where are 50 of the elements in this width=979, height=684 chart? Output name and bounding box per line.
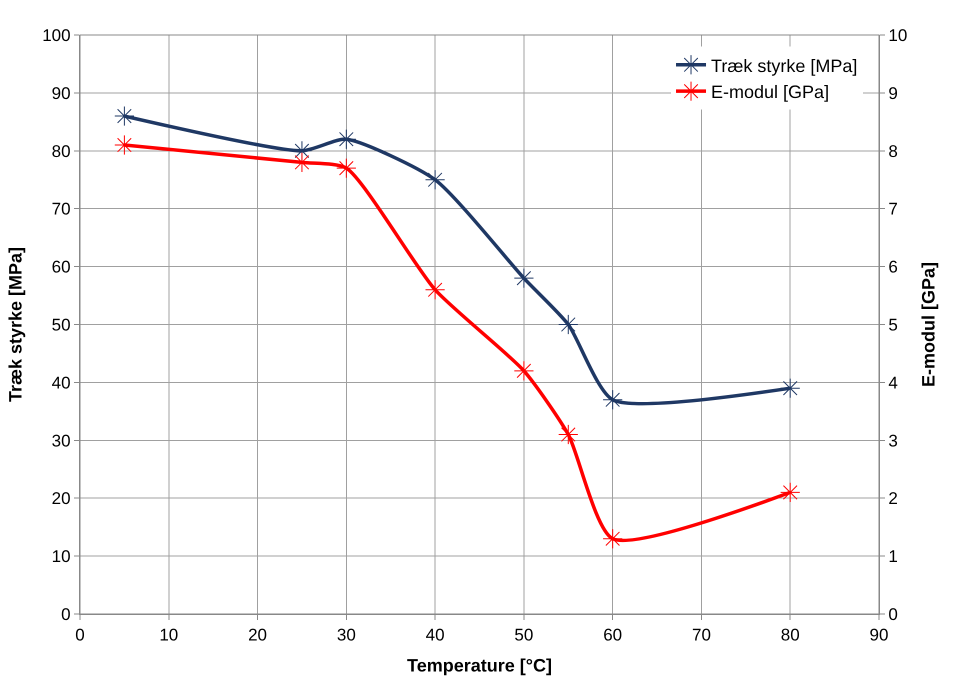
y2-tick-label: 0	[888, 604, 898, 624]
point	[425, 280, 446, 300]
point	[425, 170, 446, 190]
y2-tick-label: 7	[888, 200, 898, 219]
point	[514, 268, 534, 288]
x-tick-label: 60	[603, 625, 622, 644]
point	[602, 528, 623, 549]
point	[114, 106, 134, 126]
x-tick-label: 70	[692, 625, 711, 644]
y-tick-label: 70	[52, 200, 71, 219]
y2-tick-label: 9	[888, 84, 898, 103]
x-tick-label: 0	[75, 625, 85, 644]
y-tick-label: 10	[52, 547, 71, 566]
y2-axis-title: E-modul [GPa]	[918, 262, 938, 387]
point	[780, 482, 800, 503]
point	[514, 360, 534, 381]
y2-tick-label: 5	[888, 315, 898, 334]
y-tick-label: 80	[52, 142, 71, 161]
y2-tick-label: 6	[888, 258, 898, 277]
legend-label: Træk styrke [MPa]	[711, 56, 858, 76]
legend-label: E-modul [GPa]	[711, 82, 830, 102]
point	[558, 314, 578, 335]
x-axis-title: Temperature [°C]	[407, 656, 552, 676]
point	[780, 378, 800, 398]
y-tick-label: 20	[52, 489, 71, 508]
x-tick-label: 40	[426, 625, 445, 644]
y-axis-title: Træk styrke [MPa]	[5, 246, 26, 402]
y2-tick-label: 10	[888, 26, 908, 45]
y-tick-label: 40	[52, 373, 71, 392]
x-tick-label: 50	[514, 625, 534, 644]
x-tick-label: 20	[248, 625, 268, 644]
y2-tick-label: 3	[888, 431, 898, 450]
point	[602, 390, 623, 410]
x-tick-label: 10	[159, 625, 178, 644]
y-tick-label: 100	[42, 26, 71, 45]
point	[336, 158, 356, 178]
y2-tick-label: 4	[888, 373, 898, 392]
y2-tick-label: 8	[888, 142, 898, 161]
y-tick-label: 60	[52, 258, 71, 277]
x-tick-label: 30	[336, 625, 356, 644]
point	[336, 129, 356, 150]
x-tick-label: 80	[780, 625, 800, 644]
y-tick-label: 50	[52, 315, 71, 334]
y2-tick-label: 1	[888, 547, 898, 566]
y-tick-label: 90	[52, 84, 71, 103]
y-tick-label: 0	[61, 604, 71, 624]
y-tick-label: 30	[52, 431, 71, 450]
x-tick-label: 90	[870, 625, 888, 644]
point	[558, 424, 578, 445]
y2-tick-label: 2	[888, 489, 898, 508]
